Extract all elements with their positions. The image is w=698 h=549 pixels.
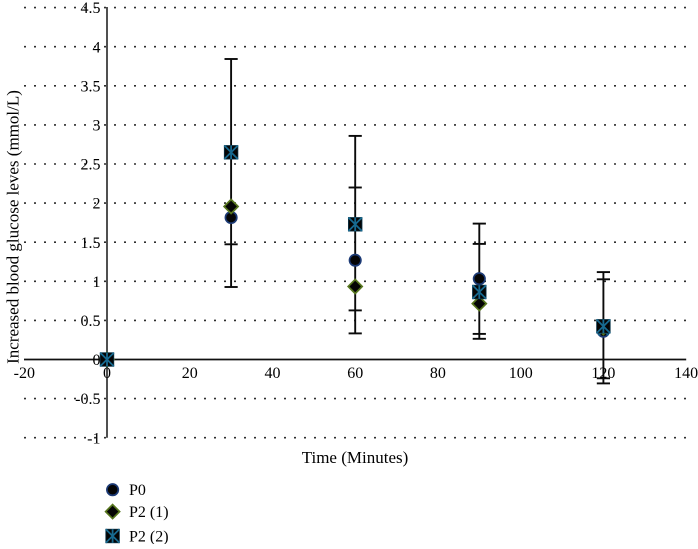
svg-text:4: 4	[93, 39, 101, 56]
svg-text:-20: -20	[14, 365, 35, 382]
svg-text:P2 (1): P2 (1)	[129, 504, 169, 521]
svg-text:-0.5: -0.5	[75, 391, 100, 408]
svg-text:3: 3	[93, 118, 101, 135]
svg-text:120: 120	[591, 365, 615, 382]
svg-text:2: 2	[93, 196, 101, 213]
svg-text:40: 40	[265, 365, 281, 382]
svg-text:0: 0	[103, 365, 111, 382]
svg-text:140: 140	[674, 365, 698, 382]
svg-text:0: 0	[93, 352, 101, 369]
svg-text:1.5: 1.5	[81, 235, 101, 252]
svg-text:20: 20	[182, 365, 198, 382]
svg-text:Time (Minutes): Time (Minutes)	[302, 448, 409, 467]
svg-text:P2 (2): P2 (2)	[129, 528, 169, 544]
svg-text:1: 1	[93, 274, 101, 291]
svg-text:0.5: 0.5	[81, 313, 101, 330]
svg-text:2.5: 2.5	[81, 157, 101, 174]
svg-text:-1: -1	[87, 430, 100, 447]
svg-text:4.5: 4.5	[81, 0, 101, 17]
svg-text:60: 60	[347, 365, 363, 382]
svg-text:100: 100	[509, 365, 533, 382]
svg-text:P0: P0	[129, 482, 146, 499]
svg-text:3.5: 3.5	[81, 78, 101, 95]
svg-text:80: 80	[430, 365, 446, 382]
svg-text:Increased blood glucose leves: Increased blood glucose leves (mmol/L)	[4, 90, 23, 364]
